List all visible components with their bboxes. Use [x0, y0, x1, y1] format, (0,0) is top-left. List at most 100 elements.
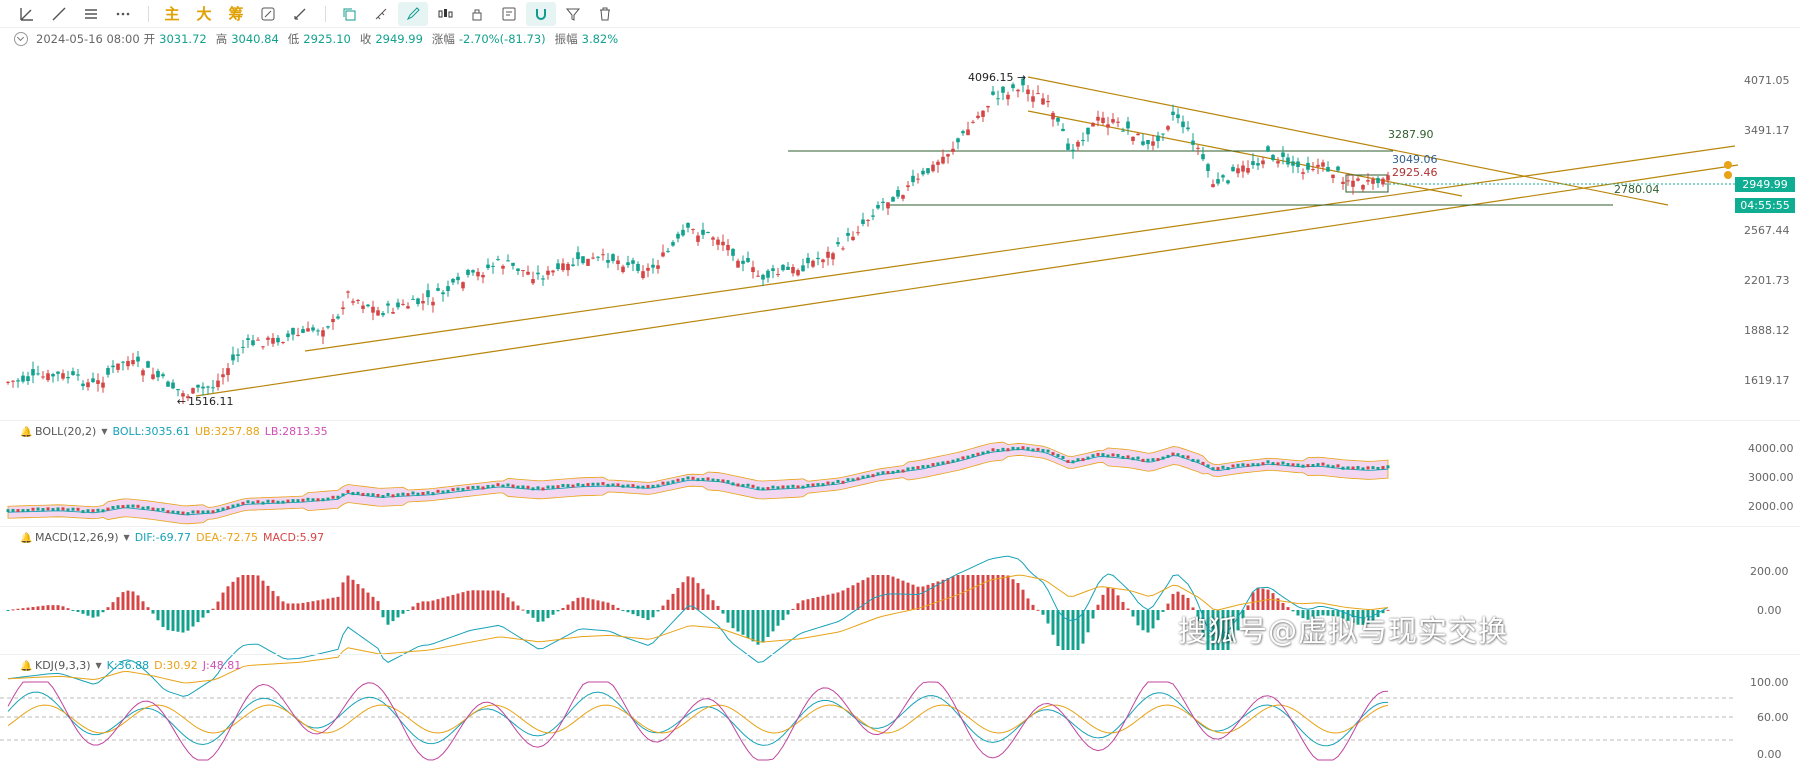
boll-price-bar	[551, 485, 555, 489]
candle-body	[126, 361, 130, 367]
boll-price-bar	[336, 495, 340, 499]
macd-histogram-bar	[61, 606, 65, 610]
watermark-text: 搜狐号@虚拟与现实交换	[1178, 614, 1509, 648]
macd-histogram-bar	[216, 601, 220, 610]
macd-histogram-bar	[666, 599, 670, 610]
macd-histogram-bar	[566, 604, 570, 610]
boll-price-bar	[641, 485, 645, 489]
macd-histogram-bar	[1271, 593, 1275, 610]
candle-body	[811, 260, 815, 267]
macd-histogram-bar	[1031, 604, 1035, 610]
consolidation-box[interactable]	[1345, 174, 1389, 193]
candle-body	[1131, 136, 1135, 141]
boll-price-bar	[916, 466, 920, 470]
bell-icon[interactable]: 🔔	[20, 660, 33, 672]
boll-price-bar	[1266, 460, 1270, 464]
macd-histogram-bar	[906, 582, 910, 610]
chip-distribution-button[interactable]: 筹	[228, 5, 244, 23]
candle-body	[1016, 89, 1020, 92]
note-icon[interactable]	[494, 2, 524, 26]
main-chart-button[interactable]: 主	[164, 5, 180, 23]
boll-price-bar	[1236, 463, 1240, 467]
compare-icon[interactable]	[253, 2, 283, 26]
macd-histogram-bar	[646, 610, 650, 621]
candle-body	[706, 232, 710, 234]
candle-body	[66, 376, 70, 379]
pen-icon[interactable]	[398, 1, 428, 26]
large-order-button[interactable]: 大	[196, 5, 212, 23]
boll-legend: 🔔 BOLL(20,2) ▼ BOLL:3035.61 UB:3257.88 L…	[20, 425, 328, 438]
ascending-trendline-upper[interactable]	[304, 145, 1736, 352]
lock-icon[interactable]	[462, 2, 492, 26]
bell-icon[interactable]: 🔔	[20, 426, 33, 438]
candlestick-style-icon[interactable]	[430, 2, 460, 26]
candle-body	[151, 374, 155, 379]
macd-histogram-bar	[901, 580, 905, 610]
ascending-trendline-lower[interactable]	[195, 164, 1739, 397]
ruler-icon[interactable]	[366, 2, 396, 26]
bell-icon[interactable]: 🔔	[20, 532, 33, 544]
macd-name[interactable]: MACD(12,26,9)	[35, 531, 119, 544]
measure-icon[interactable]	[285, 2, 315, 26]
more-tools-icon[interactable]	[108, 2, 138, 26]
candle-body	[1191, 140, 1195, 145]
macd-histogram-bar	[461, 592, 465, 610]
candle-body	[976, 115, 980, 118]
candle-body	[1186, 127, 1190, 130]
candle-body	[416, 298, 420, 305]
boll-price-bar	[151, 507, 155, 511]
candle-body	[1221, 175, 1225, 178]
kdj-name[interactable]: KDJ(9,3,3)	[35, 659, 91, 672]
macd-histogram-bar	[676, 588, 680, 610]
boll-price-bar	[1031, 448, 1035, 452]
macd-histogram-bar	[1036, 609, 1040, 611]
filter-icon[interactable]	[558, 2, 588, 26]
copy-icon[interactable]	[334, 2, 364, 26]
trendline-handle[interactable]	[1724, 171, 1732, 179]
macd-histogram-bar	[1181, 594, 1185, 610]
candle-body	[1236, 168, 1240, 174]
macd-histogram-bar	[316, 600, 320, 610]
horizontal-lines-icon[interactable]	[76, 2, 106, 26]
macd-histogram-bar	[371, 596, 375, 610]
candle-body	[211, 387, 215, 389]
trash-icon[interactable]	[590, 2, 620, 26]
dropdown-caret-icon[interactable]: ▼	[101, 427, 108, 436]
candle-body	[101, 382, 105, 388]
collapse-chevron-icon[interactable]	[14, 32, 28, 46]
boll-price-bar	[821, 483, 825, 487]
macd-histogram-bar	[226, 586, 230, 610]
candle-body	[1251, 161, 1255, 165]
descending-trendline-inner[interactable]	[1027, 110, 1463, 197]
ray-tool-icon[interactable]	[44, 2, 74, 26]
candle-body	[226, 368, 230, 375]
boll-price-bar	[561, 484, 565, 488]
macd-histogram-bar	[556, 610, 560, 612]
boll-price-bar	[136, 504, 140, 508]
boll-price-bar	[501, 484, 505, 488]
trendline-handle[interactable]	[1724, 161, 1732, 169]
macd-histogram-bar	[341, 582, 345, 610]
macd-histogram-bar	[1286, 607, 1290, 610]
macd-histogram-bar	[521, 609, 525, 611]
boll-price-bar	[11, 508, 15, 512]
candle-body	[361, 305, 365, 309]
magnet-icon[interactable]	[526, 1, 556, 26]
macd-histogram-bar	[186, 610, 190, 631]
dropdown-caret-icon[interactable]: ▼	[123, 533, 130, 542]
boll-price-bar	[296, 499, 300, 503]
descending-trendline-outer[interactable]	[1027, 76, 1669, 206]
macd-histogram-bar	[891, 576, 895, 610]
boll-price-bar	[1306, 464, 1310, 468]
boll-name[interactable]: BOLL(20,2)	[35, 425, 97, 438]
boll-price-bar	[761, 487, 765, 491]
trendline-tool-icon[interactable]	[12, 2, 42, 26]
macd-histogram-bar	[586, 598, 590, 610]
boll-price-bar	[1066, 459, 1070, 463]
candle-body	[1001, 86, 1005, 93]
boll-price-bar	[361, 492, 365, 496]
dropdown-caret-icon[interactable]: ▼	[95, 661, 102, 670]
boll-price-bar	[1106, 454, 1110, 458]
boll-price-bar	[546, 485, 550, 489]
